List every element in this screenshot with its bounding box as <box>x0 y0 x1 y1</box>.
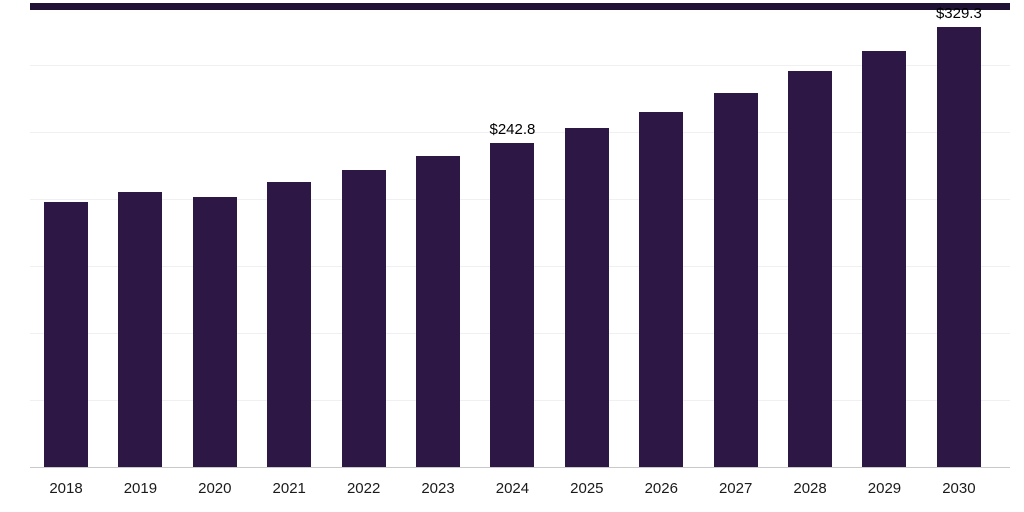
bar-column-2028 <box>788 6 833 467</box>
bar-column-2026 <box>639 6 684 467</box>
x-tick-2028: 2028 <box>793 480 827 497</box>
bar-column-2025 <box>564 6 609 467</box>
x-tick-2021: 2021 <box>272 480 306 497</box>
plot-area: $242.8 $329.3 <box>30 6 1010 468</box>
bar-2026 <box>639 111 684 467</box>
bar-column-2021 <box>267 6 312 467</box>
x-tick-2027: 2027 <box>718 480 753 497</box>
bar-2030 <box>936 27 981 467</box>
x-tick-2030: 2030 <box>942 480 976 497</box>
bar-column-2022 <box>341 6 386 467</box>
bar-2018 <box>44 202 88 467</box>
x-tick-2019: 2019 <box>123 480 158 497</box>
bar-2023 <box>416 155 461 467</box>
bar-column-2019 <box>118 6 163 467</box>
data-label-2024: $242.8 <box>489 120 536 138</box>
bar-column-2030: $329.3 <box>935 5 982 467</box>
bar-column-2023 <box>416 6 461 467</box>
bars-group: $242.8 $329.3 <box>44 5 982 467</box>
x-tick-2020: 2020 <box>198 480 232 497</box>
bar-2024 <box>490 142 535 467</box>
x-tick-2018: 2018 <box>49 480 83 497</box>
gridline-300 <box>30 65 1010 67</box>
x-tick-2024: 2024 <box>495 480 530 497</box>
bar-2028 <box>788 71 833 467</box>
bar-2021 <box>267 182 312 467</box>
bar-2027 <box>713 92 758 467</box>
data-label-2030: $329.3 <box>935 5 982 22</box>
x-axis-tick-labels: 2018 2019 2020 2021 2022 2023 2024 2025 2026 2027… <box>44 480 981 502</box>
bar-column-2029 <box>862 6 907 467</box>
bar-2019 <box>118 191 163 467</box>
bar-2020 <box>192 197 237 467</box>
x-tick-2029: 2029 <box>867 480 902 497</box>
chart-top-border-line <box>30 3 1010 10</box>
bar-column-2020 <box>192 6 237 467</box>
bar-column-2024: $242.8 <box>489 6 536 467</box>
bar-2029 <box>862 51 907 467</box>
gridline-250 <box>30 132 1010 134</box>
x-tick-2023: 2023 <box>421 480 455 497</box>
x-tick-2025: 2025 <box>570 480 604 497</box>
bar-2022 <box>341 170 386 467</box>
bar-column-2018 <box>44 6 88 467</box>
bar-2025 <box>564 127 609 467</box>
x-tick-2026: 2026 <box>644 480 678 497</box>
x-tick-2022: 2022 <box>346 480 381 497</box>
x-axis-line <box>30 467 1010 468</box>
bar-column-2027 <box>713 6 758 467</box>
